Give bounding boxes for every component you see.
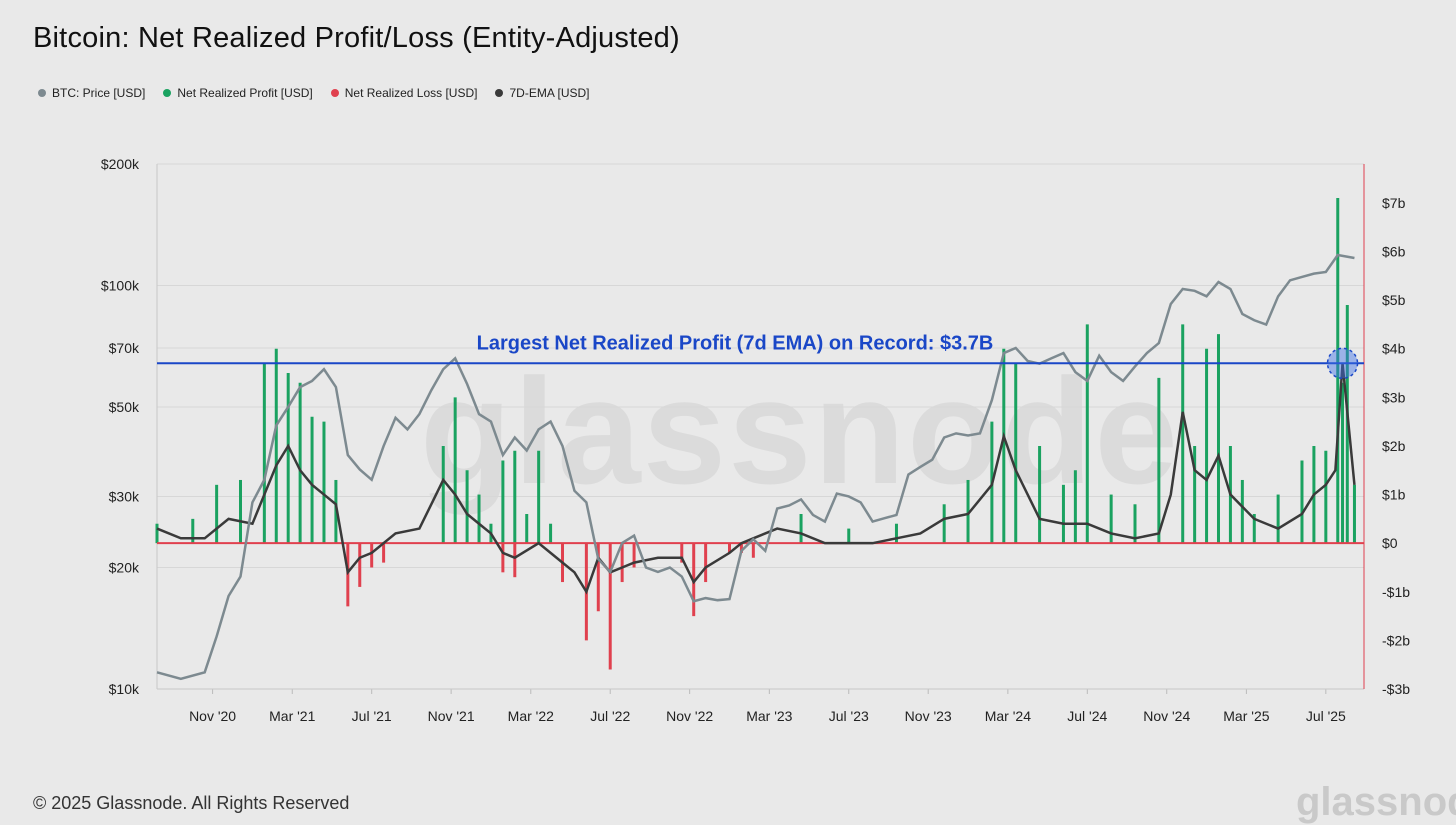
legend-item-7d-ema[interactable]: 7D-EMA [USD] xyxy=(495,86,590,100)
x-tick-label: Jul '24 xyxy=(1067,708,1107,724)
legend-item-net-realized-loss[interactable]: Net Realized Loss [USD] xyxy=(330,86,478,100)
x-tick-label: Mar '22 xyxy=(508,708,554,724)
x-tick-label: Nov '24 xyxy=(1143,708,1190,724)
legend-label: 7D-EMA [USD] xyxy=(509,86,590,100)
y-tick-label-left: $200k xyxy=(101,156,140,172)
y-tick-label-left: $70k xyxy=(109,340,140,356)
legend-item-net-realized-profit[interactable]: Net Realized Profit [USD] xyxy=(163,86,313,100)
legend-item-btc-price[interactable]: BTC: Price [USD] xyxy=(38,86,145,100)
y-tick-label-right: -$2b xyxy=(1382,632,1410,648)
legend-label: Net Realized Profit [USD] xyxy=(177,86,313,100)
x-tick-label: Nov '22 xyxy=(666,708,713,724)
price-line xyxy=(156,253,1355,681)
x-tick-label: Mar '24 xyxy=(985,708,1031,724)
x-tick-label: Mar '21 xyxy=(269,708,315,724)
legend-dot xyxy=(330,89,339,97)
y-tick-label-left: $30k xyxy=(109,488,140,504)
legend-dot xyxy=(163,89,172,97)
legend-label: BTC: Price [USD] xyxy=(52,86,146,100)
y-tick-label-right: -$3b xyxy=(1382,681,1410,697)
y-tick-label-right: $1b xyxy=(1382,487,1406,503)
x-tick-label: Jul '23 xyxy=(829,708,869,724)
x-tick-label: Jul '25 xyxy=(1306,708,1346,724)
y-tick-label-right: $6b xyxy=(1382,244,1406,260)
x-tick-label: Jul '21 xyxy=(352,708,392,724)
x-tick-label: Mar '23 xyxy=(746,708,792,724)
y-tick-label-right: $4b xyxy=(1382,341,1406,357)
x-tick-label: Mar '25 xyxy=(1223,708,1269,724)
legend: BTC: Price [USD] Net Realized Profit [US… xyxy=(38,86,590,100)
peak-highlight-marker xyxy=(1326,347,1359,380)
y-tick-label-left: $100k xyxy=(101,277,140,293)
y-tick-label-right: $3b xyxy=(1382,389,1406,405)
legend-dot xyxy=(38,89,46,97)
ema-line xyxy=(156,363,1356,595)
y-tick-label-left: $10k xyxy=(109,681,140,697)
watermark: glassnode xyxy=(420,347,1180,515)
y-tick-label-right: $7b xyxy=(1382,195,1406,211)
legend-label: Net Realized Loss [USD] xyxy=(344,86,478,100)
y-tick-label-left: $20k xyxy=(109,560,140,576)
x-tick-label: Nov '20 xyxy=(189,708,236,724)
x-tick-label: Jul '22 xyxy=(590,708,630,724)
y-tick-label-right: $5b xyxy=(1382,292,1406,308)
chart-title: Bitcoin: Net Realized Profit/Loss (Entit… xyxy=(33,22,680,54)
annotation-label: Largest Net Realized Profit (7d EMA) on … xyxy=(477,332,994,354)
x-tick-label: Nov '21 xyxy=(428,708,475,724)
x-tick-label: Nov '23 xyxy=(905,708,952,724)
y-tick-label-right: $2b xyxy=(1382,438,1406,454)
copyright: © 2025 Glassnode. All Rights Reserved xyxy=(33,793,350,813)
footer-logo: glassnode xyxy=(1296,780,1456,824)
chart-canvas: $200k $100k $70k $50k $30k $20k $10k $7b $6b $5b $… xyxy=(101,156,1410,724)
legend-dot xyxy=(495,89,504,97)
y-tick-label-right: -$1b xyxy=(1382,584,1410,600)
y-tick-label-left: $50k xyxy=(109,399,140,415)
y-tick-label-right: $0 xyxy=(1382,535,1398,551)
